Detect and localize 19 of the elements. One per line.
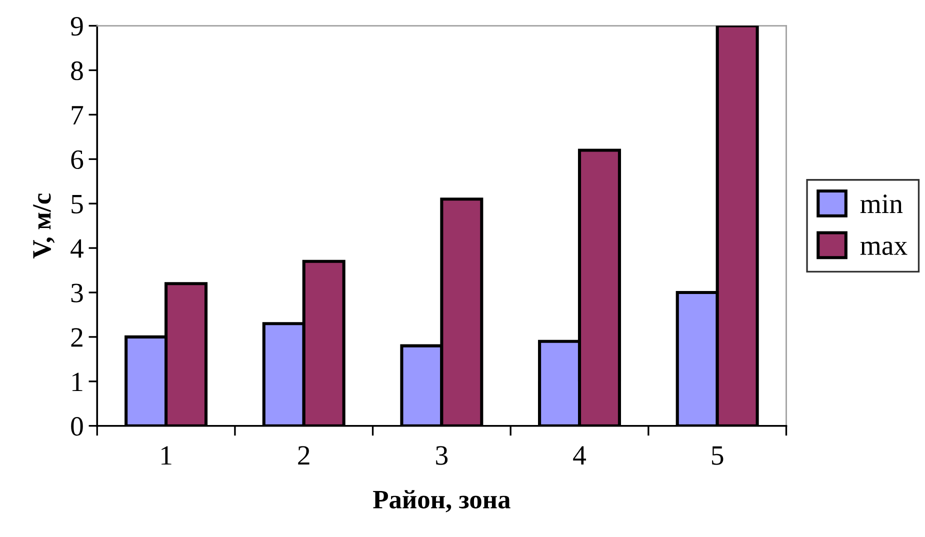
y-tick-label: 1 xyxy=(72,372,82,392)
y-tick-label: 0 xyxy=(71,417,83,436)
y-tick-label: 2 xyxy=(71,328,82,347)
legend-label: max xyxy=(860,242,908,255)
y-tick-label: 8 xyxy=(71,61,83,80)
y-tick-label: 3 xyxy=(71,284,83,302)
x-tick-label: 2 xyxy=(298,446,310,465)
legend-label: min xyxy=(860,194,903,213)
y-tick-label: 5 xyxy=(72,195,83,214)
y-axis-title: V, м/с xyxy=(33,194,55,258)
y-tick-label: 7 xyxy=(72,106,84,124)
x-tick-label: 5 xyxy=(712,446,724,465)
x-tick-label: 1 xyxy=(162,446,172,465)
x-axis-title: Район, зона xyxy=(373,490,510,512)
y-tick-label: 4 xyxy=(70,239,84,258)
x-tick-label: 4 xyxy=(573,446,586,465)
x-tick-label: 3 xyxy=(436,446,448,465)
y-tick-label: 9 xyxy=(70,17,83,36)
y-tick-label: 6 xyxy=(71,150,84,170)
